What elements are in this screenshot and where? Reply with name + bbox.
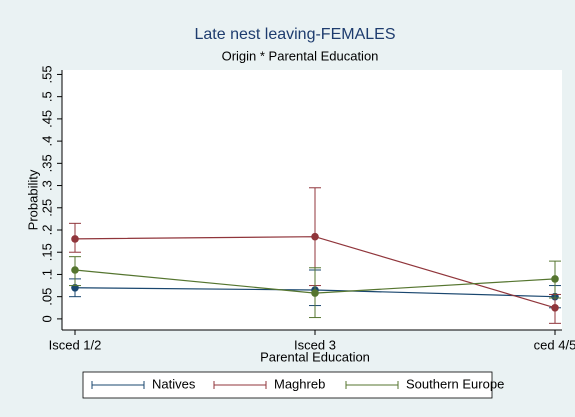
legend bbox=[82, 371, 493, 399]
point bbox=[71, 235, 79, 243]
y-axis-title: Probability bbox=[25, 169, 40, 230]
point bbox=[71, 266, 79, 274]
y-tick-label: 0 bbox=[39, 315, 54, 322]
x-tick-label: ced 4/5 bbox=[534, 337, 575, 352]
legend-label: Maghreb bbox=[274, 376, 325, 391]
y-tick-label: .45 bbox=[39, 110, 54, 128]
y-tick-label: .5 bbox=[39, 91, 54, 102]
chart-subtitle: Origin * Parental Education bbox=[222, 48, 379, 63]
plot-area bbox=[62, 70, 562, 330]
x-axis-title: Parental Education bbox=[260, 349, 370, 364]
legend-label: Natives bbox=[152, 376, 196, 391]
y-tick-label: .25 bbox=[39, 199, 54, 217]
y-tick-label: .1 bbox=[39, 269, 54, 280]
chart-title: Late nest leaving-FEMALES bbox=[195, 26, 396, 43]
legend-label: Southern Europe bbox=[406, 376, 504, 391]
point bbox=[551, 303, 559, 312]
point bbox=[311, 289, 319, 297]
y-tick-label: .2 bbox=[39, 225, 54, 236]
y-tick-label: .35 bbox=[39, 154, 54, 172]
y-tick-label: .15 bbox=[39, 243, 54, 261]
point bbox=[311, 232, 319, 241]
y-tick-label: .05 bbox=[39, 288, 54, 306]
y-tick-label: .3 bbox=[39, 180, 54, 191]
y-tick-label: .4 bbox=[39, 136, 54, 147]
x-tick-label: Isced 1/2 bbox=[49, 337, 102, 352]
y-tick-label: .55 bbox=[39, 65, 54, 83]
x-tick-label: Isced 3 bbox=[294, 337, 336, 352]
point bbox=[551, 275, 559, 283]
